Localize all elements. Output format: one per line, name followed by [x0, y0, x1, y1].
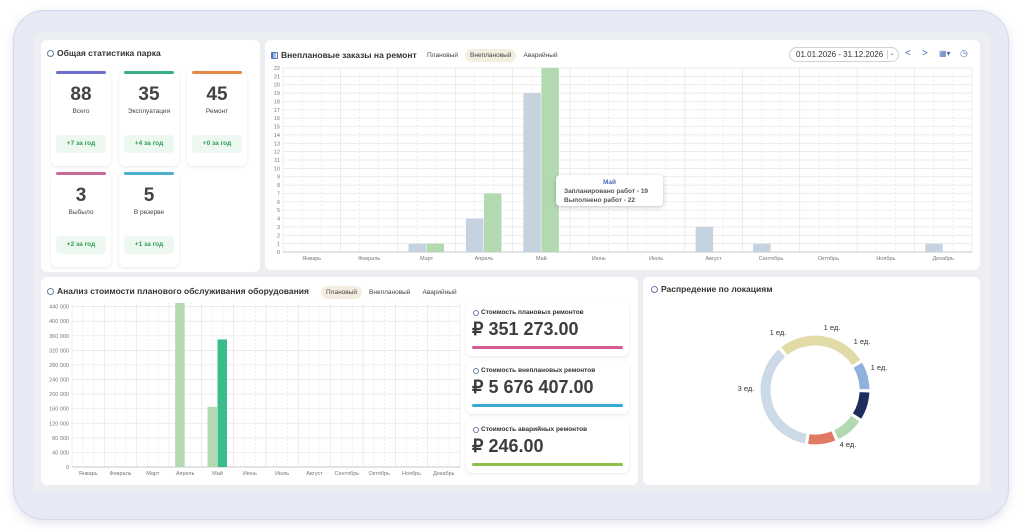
date-range-picker[interactable]: 01.01.2026 - 31.12.2026 ⌄ [789, 47, 899, 62]
cost-value: ₽ 5 676 407.00 [472, 377, 594, 397]
tooltip-done: Выполнено работ - 22 [564, 197, 635, 204]
stat-value: 35 [138, 84, 160, 105]
tab-0[interactable]: Плановый [321, 286, 363, 299]
cost-label: Стоимость аварийных ремонтов [473, 426, 587, 433]
chart-icon [47, 287, 54, 295]
locations-title: Распредение по локациям [651, 284, 772, 294]
next-period-button[interactable]: > [922, 48, 928, 59]
cost-label: Стоимость плановых ремонтов [473, 309, 584, 316]
info-icon [473, 367, 479, 374]
info-icon [473, 309, 479, 316]
pie-icon [651, 285, 658, 293]
tooltip-month: Май [602, 179, 617, 186]
stat-value: 45 [206, 84, 228, 105]
stat-delta-badge: +1 за год [124, 236, 174, 254]
date-range-value: 01.01.2026 - 31.12.2026 [796, 50, 884, 59]
stat-card[interactable]: 35 Эксплуатация +4 за год [119, 71, 179, 166]
info-icon [473, 426, 479, 433]
stat-label: В резерве [133, 209, 165, 216]
stat-delta-badge: +2 за год [56, 236, 106, 254]
calendar-icon[interactable]: ▦▾ [939, 49, 951, 58]
stat-delta-badge: +4 за год [124, 135, 174, 153]
cost-label-text: Стоимость плановых ремонтов [481, 309, 584, 316]
locations-card [643, 277, 980, 485]
stat-value: 3 [75, 185, 87, 206]
stat-card[interactable]: 88 Всего +7 за год [51, 71, 111, 166]
stat-delta-badge: +7 за год [56, 135, 106, 153]
cost-accent-bar [472, 346, 623, 349]
stat-accent-bar [124, 172, 174, 175]
chevron-down-icon[interactable]: ⌄ [887, 50, 896, 59]
cost-label-text: Стоимость аварийных ремонтов [481, 426, 588, 433]
clock-icon[interactable]: ◷ [960, 48, 968, 58]
cost-label: Стоимость внеплановых ремонтов [473, 367, 595, 374]
orders-title: Внеплановые заказы на ремонт [271, 50, 417, 60]
stat-card[interactable]: 5 В резерве +1 за год [119, 172, 179, 267]
stat-delta-badge: +0 за год [192, 135, 242, 153]
stat-accent-bar [56, 172, 106, 175]
tab-2[interactable]: Аварийный [523, 52, 558, 59]
stat-value: 88 [70, 84, 92, 105]
stat-accent-bar [56, 71, 106, 74]
tab-0[interactable]: Плановый [427, 52, 459, 59]
stat-label: Эксплуатация [127, 108, 171, 115]
cost-value: ₽ 351 273.00 [472, 319, 579, 339]
pie-icon [47, 49, 54, 57]
stat-label: Выбыло [68, 209, 94, 216]
cost-label-text: Стоимость внеплановых ремонтов [481, 367, 596, 374]
fleet-stats-title: Общая статистика парка [47, 48, 161, 58]
orders-card [265, 40, 980, 270]
tooltip-planned: Запланировано работ - 19 [564, 188, 649, 195]
tab-1[interactable]: Внеплановый [465, 49, 517, 62]
stat-accent-bar [124, 71, 174, 74]
cost-value: ₽ 246.00 [472, 436, 544, 456]
cost-card: Стоимость аварийных ремонтов ₽ 246.00 [466, 420, 629, 473]
tab-1[interactable]: Внеплановый [369, 289, 411, 296]
stat-card[interactable]: 45 Ремонт +0 за год [187, 71, 247, 166]
cost-accent-bar [472, 404, 623, 407]
cost-card: Стоимость плановых ремонтов ₽ 351 273.00 [466, 303, 629, 356]
cost-accent-bar [472, 463, 623, 466]
chart-tooltip: Май Запланировано работ - 19 Выполнено р… [556, 175, 663, 206]
stat-value: 5 [143, 185, 155, 206]
stat-label: Всего [72, 108, 90, 115]
tab-2[interactable]: Аварийный [422, 289, 457, 296]
prev-period-button[interactable]: < [905, 48, 911, 59]
cost-tabs: Плановый Внеплановый Аварийный [321, 286, 462, 299]
stat-label: Ремонт [205, 108, 229, 115]
stat-card[interactable]: 3 Выбыло +2 за год [51, 172, 111, 267]
orders-tabs: Плановый Внеплановый Аварийный [422, 49, 563, 62]
stat-accent-bar [192, 71, 242, 74]
cost-analysis-title: Анализ стоимости планового обслуживания … [47, 286, 309, 296]
cost-card: Стоимость внеплановых ремонтов ₽ 5 676 4… [466, 361, 629, 414]
bar-chart-icon [271, 51, 278, 59]
